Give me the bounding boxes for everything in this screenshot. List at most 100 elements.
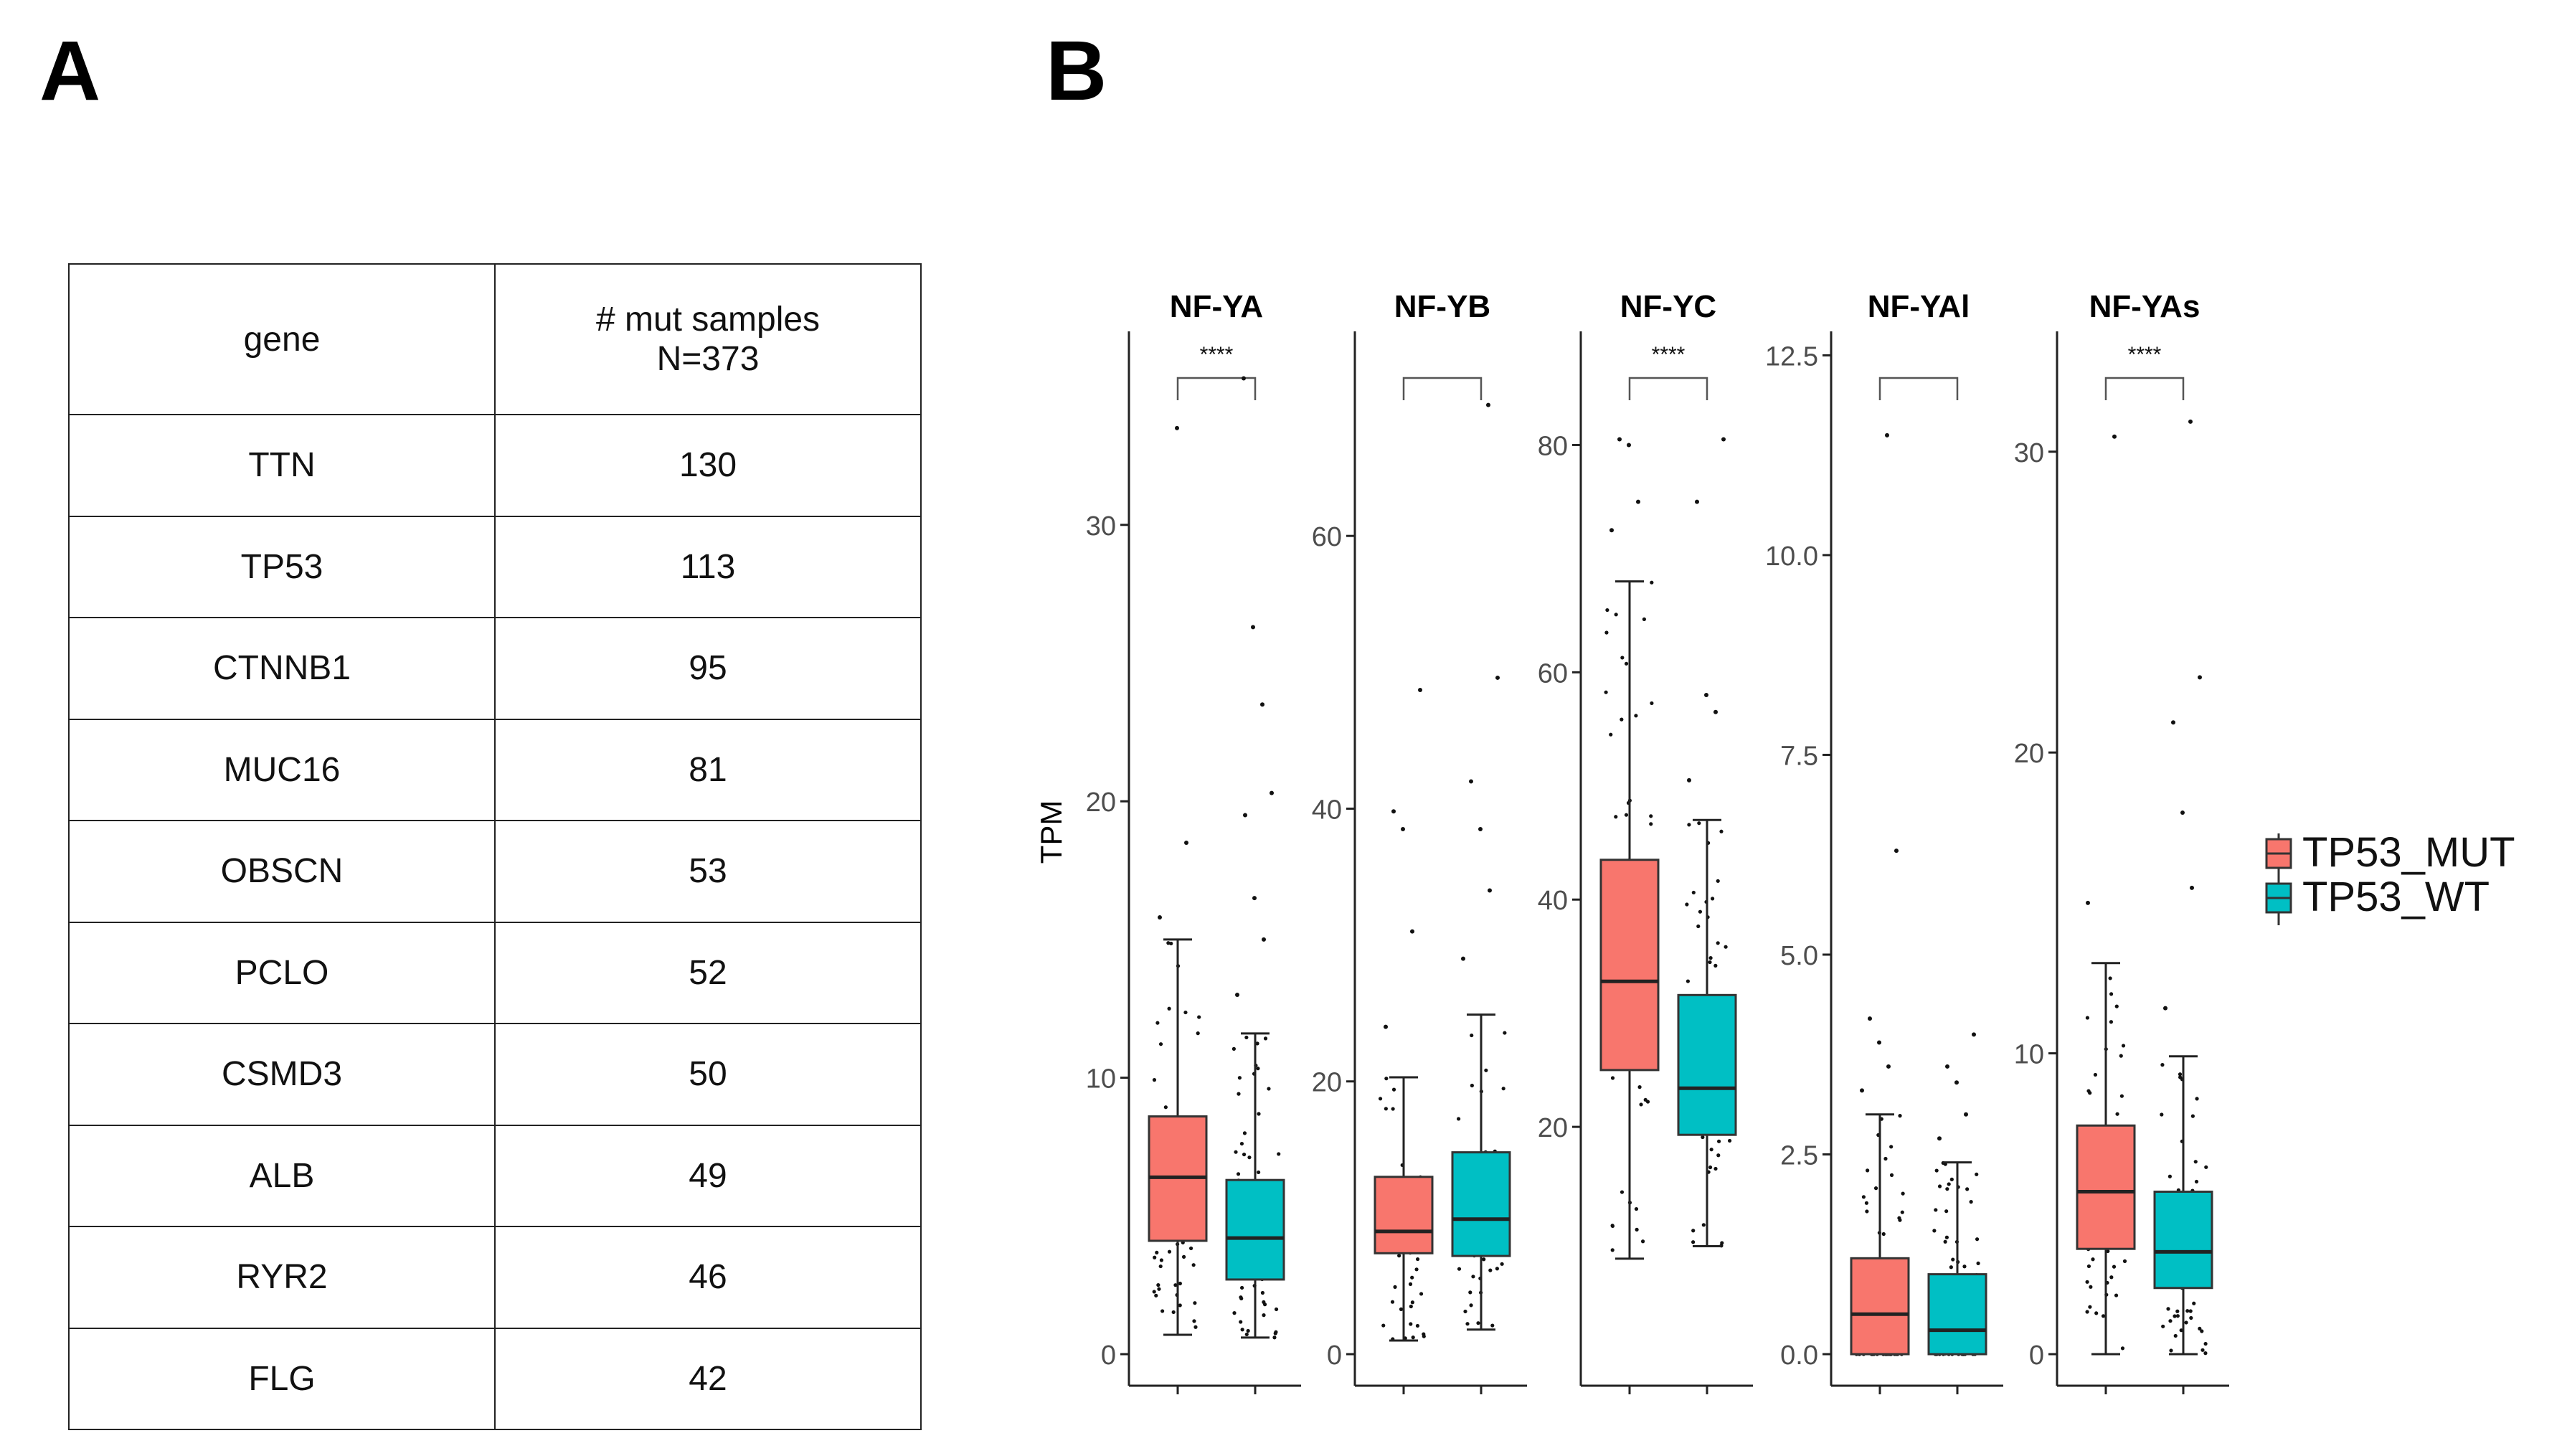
data-point: [1614, 613, 1618, 617]
data-point: [1708, 960, 1712, 965]
data-point: [1237, 1092, 1241, 1096]
facet-title: NF-YA: [1170, 289, 1263, 324]
table-row: CTNNB1 95: [68, 617, 922, 720]
iqr-box: [2153, 1191, 2213, 1290]
data-point: [1154, 1293, 1158, 1297]
data-point: [1242, 1152, 1247, 1157]
data-point: [1263, 1036, 1268, 1041]
data-point: [1951, 1257, 1955, 1262]
data-point: [1701, 1135, 1705, 1140]
table-row: RYR2 46: [68, 1226, 922, 1329]
data-point: [1267, 1087, 1271, 1091]
legend-label: TP53_WT: [2302, 874, 2490, 920]
data-point: [1650, 701, 1654, 706]
data-point: [1716, 941, 1720, 945]
data-point: [1411, 1336, 1415, 1340]
gene-cell: FLG: [68, 1327, 496, 1430]
data-point: [1256, 1067, 1260, 1071]
data-point: [1634, 714, 1638, 718]
data-point: [2173, 1314, 2177, 1318]
outlier-point: [1252, 896, 1257, 901]
data-point: [1399, 1307, 1404, 1311]
gene-cell: CSMD3: [68, 1023, 496, 1126]
data-point: [2193, 1160, 2198, 1164]
data-point: [2175, 1314, 2180, 1318]
data-point: [1727, 1138, 1732, 1143]
data-point: [2085, 1016, 2090, 1020]
panel-label-b: B: [1046, 24, 1107, 118]
count-cell: 53: [494, 820, 922, 923]
data-point: [1409, 1304, 1413, 1309]
data-point: [1410, 1275, 1414, 1280]
gene-cell: CTNNB1: [68, 617, 496, 720]
data-point: [1171, 1310, 1176, 1315]
box-wt: [2153, 419, 2213, 1356]
y-tick-label: 20: [1312, 1068, 1342, 1098]
data-point: [1197, 1015, 1201, 1019]
significance-bracket: [1176, 377, 1257, 400]
data-point: [2161, 1324, 2165, 1328]
data-point: [1470, 1033, 1474, 1038]
outlier-point: [1964, 1112, 1968, 1117]
data-point: [1155, 1250, 1159, 1254]
y-tick-label: 2.5: [1780, 1140, 1818, 1171]
iqr-box: [1451, 1151, 1511, 1257]
y-tick-label: 20: [2014, 739, 2044, 769]
data-point: [1196, 1031, 1200, 1036]
y-tick-label: 10: [2014, 1040, 2044, 1070]
y-tick-label: 0: [1327, 1341, 1342, 1371]
data-point: [2091, 1257, 2095, 1262]
y-tick-label: 30: [2014, 438, 2044, 468]
data-point: [1173, 1283, 1178, 1287]
data-point: [2088, 1091, 2092, 1095]
iqr-box: [1927, 1273, 1987, 1356]
outlier-point: [2086, 900, 2090, 905]
data-point: [1719, 829, 1724, 833]
data-point: [2119, 1054, 2123, 1058]
data-point: [1156, 1283, 1160, 1287]
data-point: [1244, 1332, 1249, 1337]
data-point: [1484, 1068, 1488, 1072]
data-point: [1188, 1246, 1193, 1251]
box-wt: [1927, 1032, 1987, 1356]
outlier-point: [1242, 376, 1246, 381]
data-point: [2085, 1280, 2089, 1284]
data-point: [1232, 1046, 1236, 1051]
gene-cell: PCLO: [68, 921, 496, 1024]
data-point: [2200, 1329, 2204, 1333]
data-point: [1937, 1184, 1942, 1188]
data-point: [1415, 1257, 1420, 1262]
data-point: [1686, 979, 1690, 983]
data-point: [1393, 1285, 1397, 1289]
data-point: [1178, 1303, 1182, 1308]
data-point: [1476, 1321, 1480, 1325]
data-point: [2086, 1264, 2091, 1269]
data-point: [2109, 992, 2114, 996]
data-point: [1716, 1139, 1721, 1143]
data-point: [1720, 1241, 1724, 1245]
data-point: [1710, 897, 1715, 901]
data-point: [1934, 1168, 1939, 1173]
box-mut: [1850, 432, 1910, 1356]
data-point: [1274, 1307, 1279, 1312]
data-point: [1965, 1187, 1970, 1191]
data-point: [1713, 963, 1718, 968]
data-point: [2088, 1305, 2092, 1309]
count-cell: 130: [494, 414, 922, 517]
data-point: [1962, 1264, 1967, 1269]
data-point: [1239, 1141, 1244, 1146]
outlier-point: [1486, 402, 1490, 407]
data-point: [1166, 941, 1171, 945]
data-point: [1642, 617, 1646, 621]
outlier-point: [1886, 1064, 1891, 1069]
data-point: [1378, 1097, 1383, 1101]
data-point: [1701, 1223, 1706, 1227]
table-row: TTN 130: [68, 414, 922, 517]
box-wt: [1677, 437, 1737, 1248]
data-point: [1167, 1249, 1172, 1254]
data-point: [1708, 1165, 1713, 1170]
data-point: [1640, 1239, 1645, 1244]
data-point: [1152, 1078, 1157, 1082]
outlier-point: [1937, 1136, 1942, 1141]
header-mut-samples-label: # mut samples: [595, 301, 821, 339]
